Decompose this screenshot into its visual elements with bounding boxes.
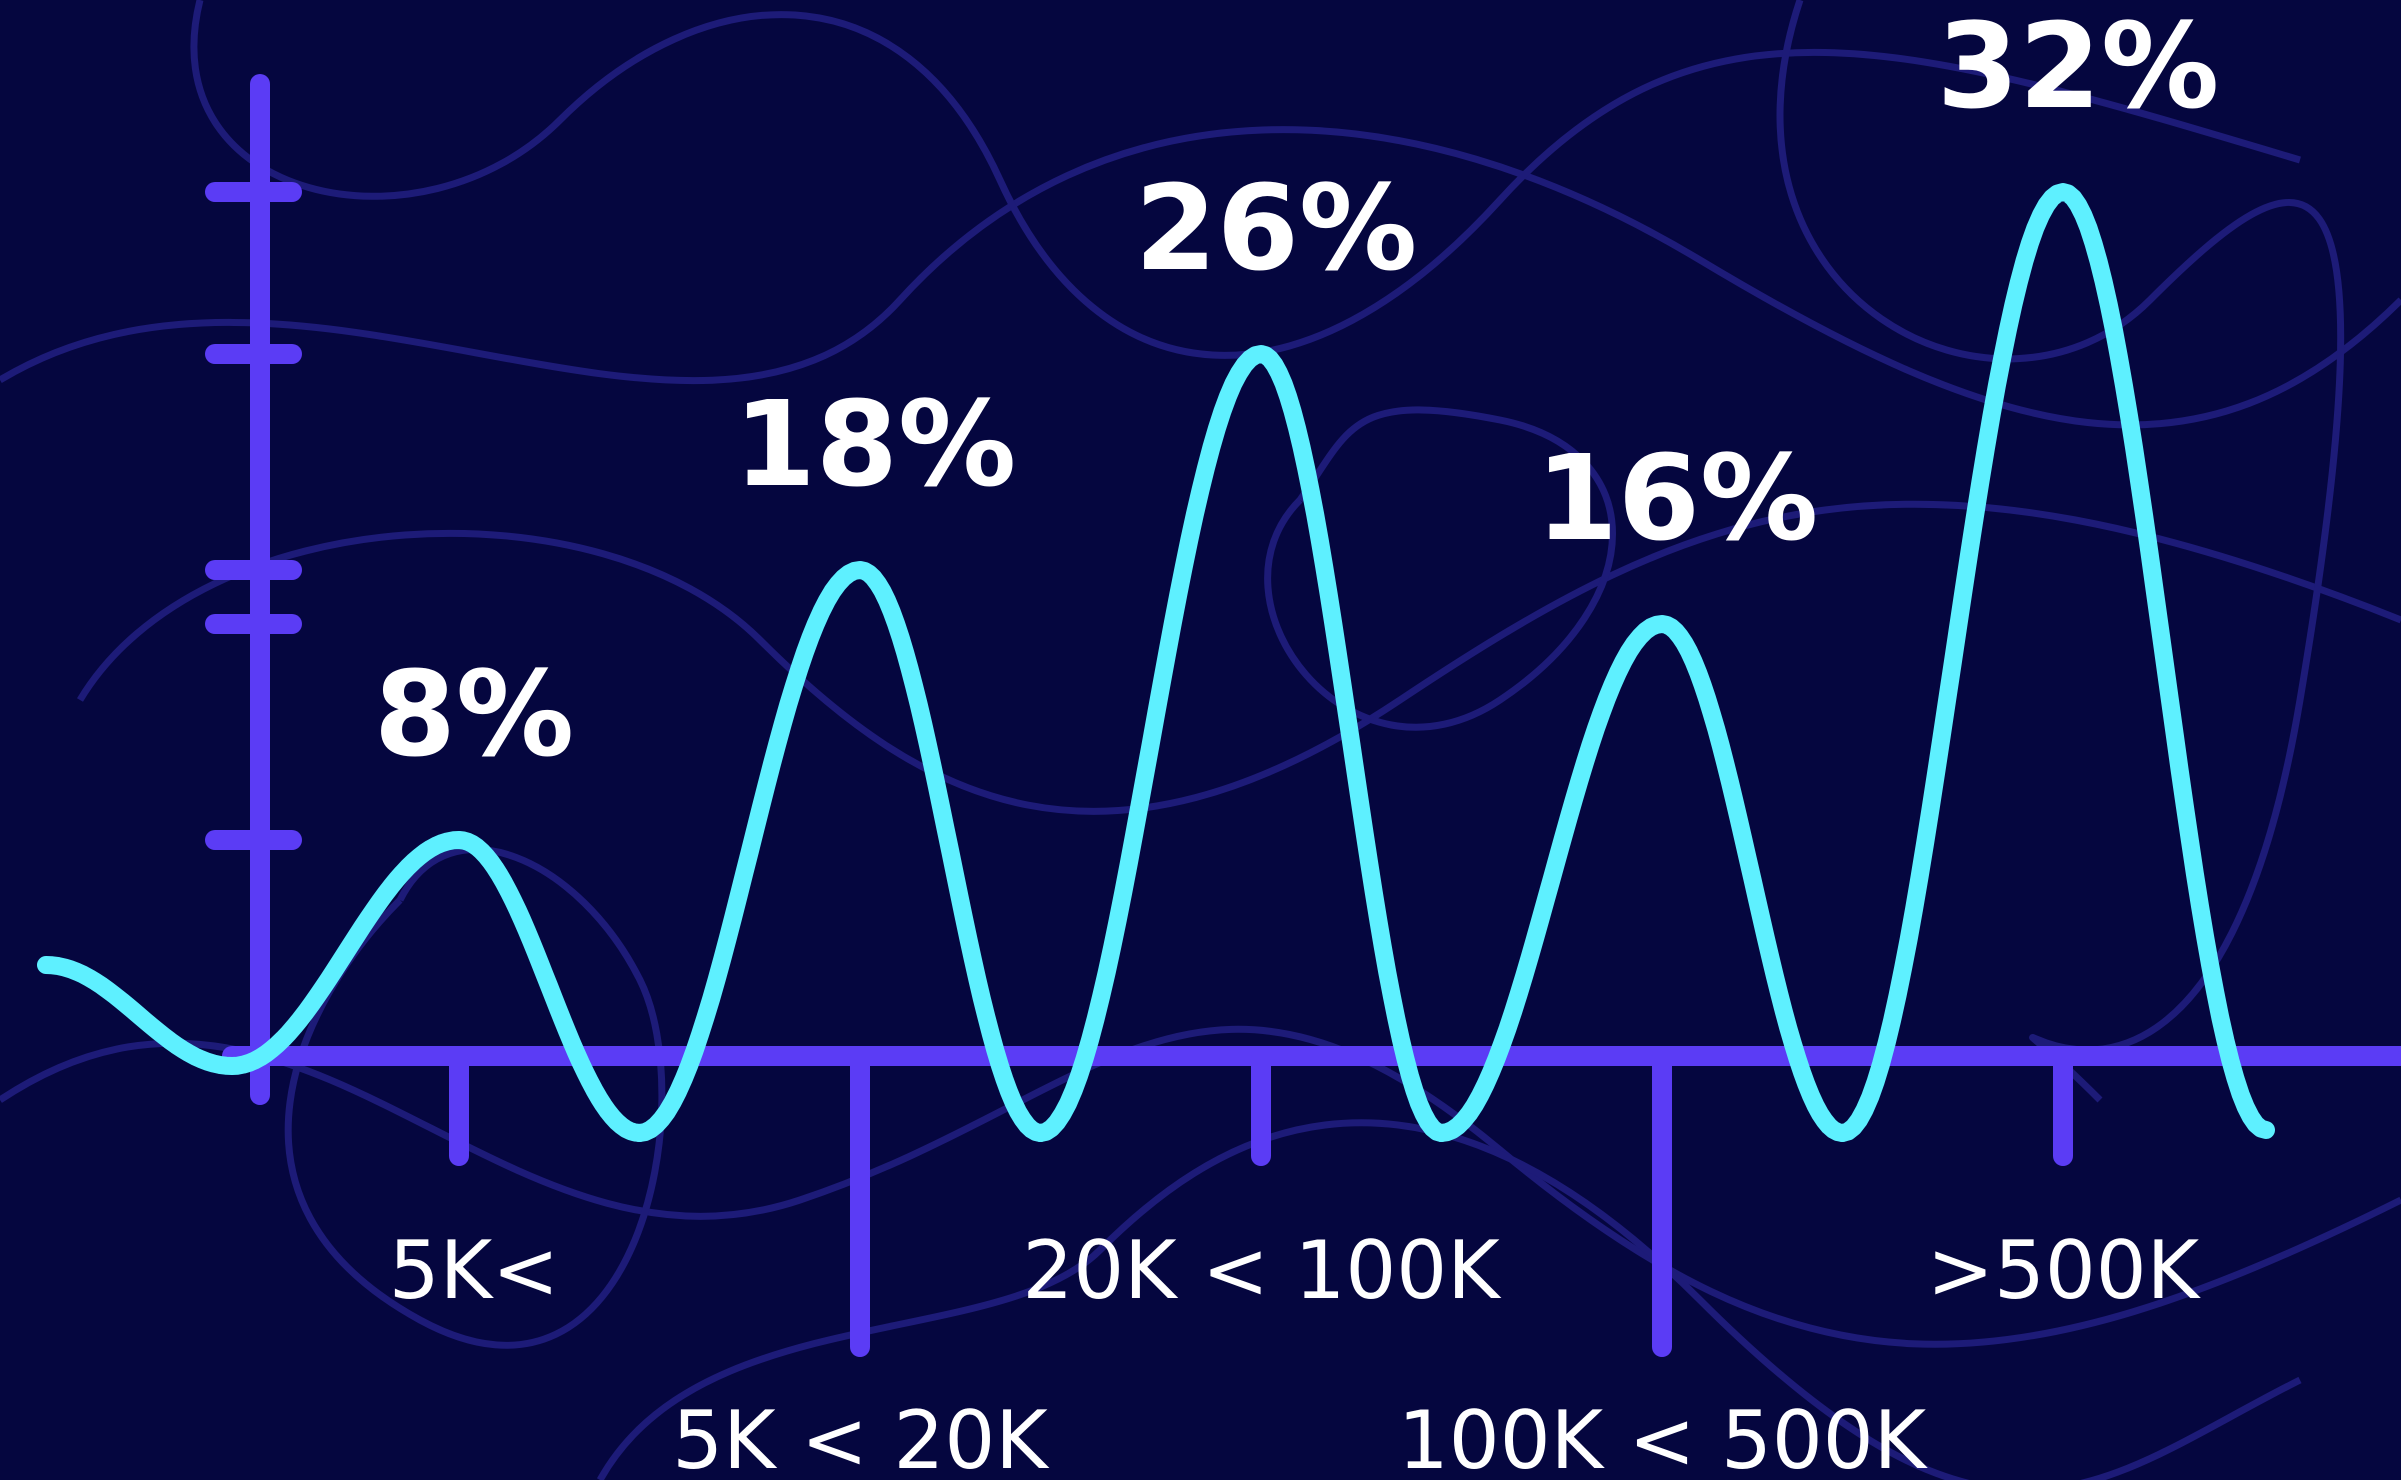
wave-peak (37, 831, 649, 1142)
x-tick-label: >500K (1927, 1224, 2202, 1317)
value-label: 26% (1135, 159, 1417, 297)
wave-peak (1031, 345, 1451, 1142)
value-label: 32% (1937, 0, 2219, 135)
x-tick-label: 5K< (389, 1224, 559, 1317)
wave-peak (1833, 183, 2275, 1142)
x-tick-label: 20K < 100K (1022, 1224, 1502, 1317)
wave-peak (1432, 615, 1852, 1142)
wave-peak (630, 561, 1050, 1142)
value-label: 8% (374, 645, 574, 783)
x-tick-label: 5K < 20K (672, 1394, 1050, 1480)
x-tick-label: 100K < 500K (1398, 1394, 1929, 1480)
value-label: 16% (1536, 429, 1818, 567)
value-label: 18% (734, 375, 1016, 513)
